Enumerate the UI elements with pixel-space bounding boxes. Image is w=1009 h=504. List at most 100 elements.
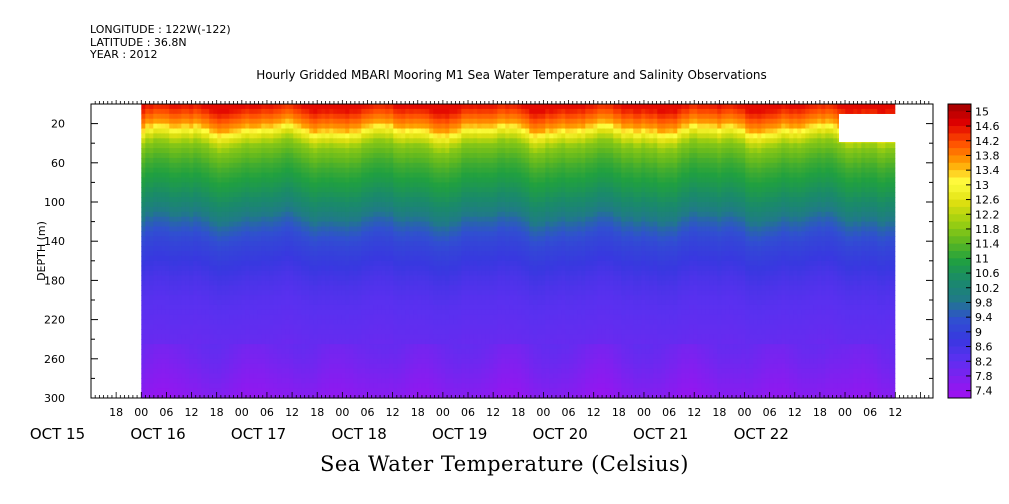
heatmap-cell [313,344,318,350]
heatmap-cell [305,383,310,389]
heatmap-cell [157,290,162,296]
heatmap-cell [253,295,258,301]
heatmap-cell [341,182,346,188]
heatmap-cell [249,255,254,262]
heatmap-cell [237,231,242,237]
heatmap-cell [333,300,338,306]
heatmap-cell [409,104,414,110]
heatmap-cell [369,236,374,242]
heatmap-cell [349,270,354,277]
heatmap-cell [257,353,262,360]
heatmap-cell [245,206,250,213]
heatmap-cell [429,206,434,213]
heatmap-cell [225,314,230,321]
heatmap-cell [413,368,418,375]
heatmap-cell [145,363,150,370]
heatmap-cell [257,349,262,355]
heatmap-cell [157,236,162,242]
heatmap-cell [449,285,454,291]
heatmap-cell [433,108,438,115]
heatmap-cell [257,167,262,174]
heatmap-cell [413,133,418,139]
heatmap-cell [229,329,234,335]
heatmap-cell [293,324,298,330]
heatmap-cell [169,300,174,306]
heatmap-cell [185,319,190,326]
heatmap-cell [421,314,426,321]
heatmap-cell [273,344,278,350]
heatmap-cell [445,123,450,130]
heatmap-cell [389,285,394,291]
heatmap-cell [261,319,266,326]
heatmap-cell [141,368,146,375]
heatmap-cell [205,285,210,291]
heatmap-cell [209,177,214,183]
heatmap-cell [245,393,250,399]
heatmap-cell [413,319,418,326]
heatmap-cell [289,113,294,120]
heatmap-cell [289,275,294,281]
heatmap-cell [153,339,158,345]
heatmap-cell [445,192,450,198]
heatmap-cell [333,353,338,360]
heatmap-cell [277,300,282,306]
heatmap-cell [425,206,430,213]
heatmap-cell [273,172,278,179]
heatmap-cell [285,236,290,242]
heatmap-cell [381,206,386,213]
heatmap-cell [145,113,150,120]
heatmap-cell [269,368,274,375]
heatmap-cell [421,182,426,188]
heatmap-cell [437,363,442,370]
heatmap-cell [441,260,446,267]
heatmap-cell [145,162,150,169]
heatmap-cell [201,353,206,360]
heatmap-cell [321,221,326,228]
heatmap-cell [233,368,238,375]
heatmap-cell [261,309,266,316]
heatmap-cell [293,104,298,110]
heatmap-cell [317,236,322,242]
heatmap-cell [145,358,150,365]
heatmap-cell [265,265,270,272]
heatmap-cell [233,241,238,247]
heatmap-cell [189,344,194,350]
heatmap-cell [185,206,190,213]
heatmap-cell [369,353,374,360]
heatmap-cell [189,324,194,330]
heatmap-cell [449,108,454,115]
heatmap-cell [365,104,370,110]
heatmap-cell [393,148,398,154]
heatmap-cell [449,358,454,365]
heatmap-cell [149,378,154,384]
heatmap-cell [453,314,458,321]
heatmap-cell [161,157,166,164]
heatmap-cell [337,393,342,399]
heatmap-cell [461,128,466,134]
heatmap-cell [413,206,418,213]
heatmap-cell [377,104,382,110]
heatmap-cell [381,383,386,389]
heatmap-cell [165,265,170,272]
heatmap-cell [273,177,278,183]
heatmap-cell [241,211,246,218]
heatmap-cell [441,314,446,321]
heatmap-cell [353,393,358,399]
heatmap-cell [297,118,302,125]
heatmap-cell [193,143,198,149]
heatmap-cell [225,167,230,174]
heatmap-cell [349,182,354,188]
heatmap-cell [145,138,150,144]
heatmap-cell [329,378,334,384]
heatmap-cell [141,148,146,154]
heatmap-cell [373,353,378,360]
heatmap-cell [313,231,318,237]
heatmap-cell [337,309,342,316]
heatmap-cell [269,148,274,154]
heatmap-cell [457,241,462,247]
heatmap-cell [417,363,422,370]
heatmap-cell [233,383,238,389]
heatmap-cell [249,123,254,130]
heatmap-cell [149,285,154,291]
heatmap-cell [141,157,146,164]
